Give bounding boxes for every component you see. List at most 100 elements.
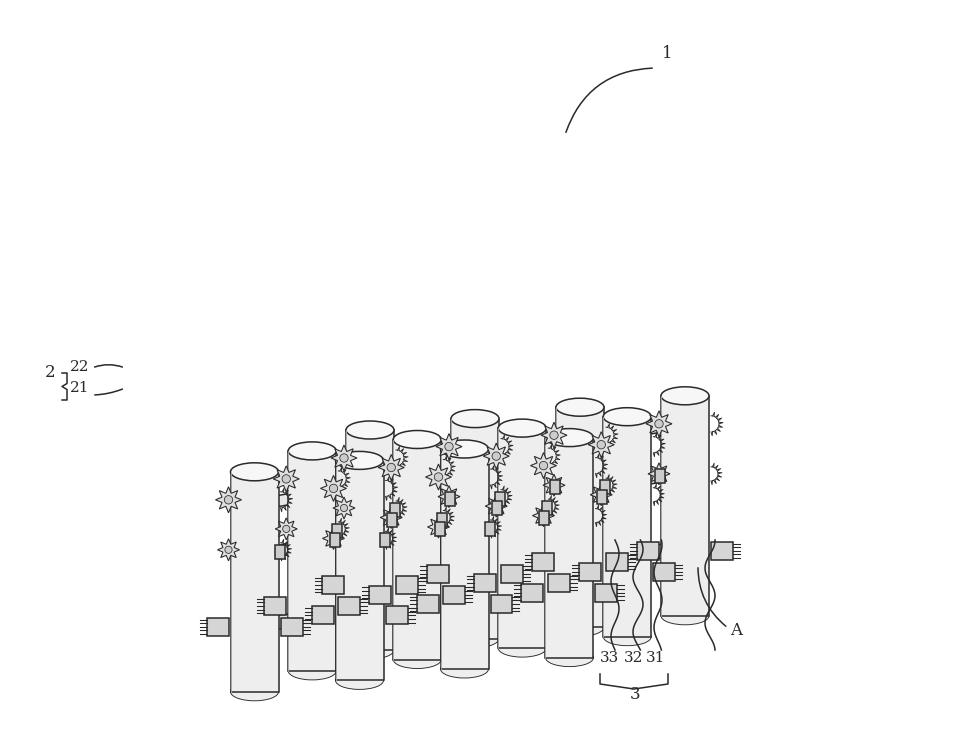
Ellipse shape [225,546,233,554]
Polygon shape [637,542,659,559]
Ellipse shape [237,676,271,688]
Ellipse shape [492,452,500,460]
Polygon shape [661,396,709,616]
Polygon shape [590,484,612,506]
Polygon shape [548,574,570,592]
Polygon shape [275,518,297,540]
Polygon shape [543,475,565,496]
Polygon shape [380,507,402,528]
Ellipse shape [540,512,547,519]
Ellipse shape [296,655,329,668]
Ellipse shape [288,662,336,680]
Polygon shape [340,597,446,622]
Polygon shape [485,495,507,517]
Ellipse shape [546,428,593,446]
Polygon shape [561,544,666,569]
Polygon shape [272,535,341,557]
Ellipse shape [556,398,604,416]
Polygon shape [503,565,609,590]
Polygon shape [398,576,503,601]
Ellipse shape [393,431,441,448]
Ellipse shape [288,442,336,460]
Text: 31: 31 [646,651,666,665]
Ellipse shape [387,463,395,472]
Ellipse shape [546,649,593,667]
Polygon shape [323,527,345,549]
Ellipse shape [597,440,606,449]
Ellipse shape [498,419,547,437]
Polygon shape [425,464,452,490]
Ellipse shape [388,514,394,521]
Ellipse shape [346,421,394,439]
Polygon shape [655,469,665,483]
Ellipse shape [224,495,233,504]
Ellipse shape [335,671,384,689]
Text: 32: 32 [624,651,643,665]
Polygon shape [330,464,399,486]
Polygon shape [393,440,441,659]
Polygon shape [483,512,551,534]
Polygon shape [441,449,488,669]
Ellipse shape [329,484,338,492]
Polygon shape [550,481,560,494]
Ellipse shape [448,653,482,665]
Ellipse shape [552,641,586,654]
Text: 2: 2 [45,364,55,381]
Polygon shape [272,485,341,507]
Polygon shape [604,416,651,637]
Polygon shape [435,453,504,475]
Ellipse shape [393,650,441,668]
Polygon shape [492,501,502,515]
Ellipse shape [445,443,453,451]
Text: 1: 1 [662,45,672,62]
Polygon shape [436,434,462,460]
Polygon shape [274,545,285,559]
Polygon shape [335,460,384,680]
Ellipse shape [661,387,709,405]
Polygon shape [493,432,562,454]
Polygon shape [474,574,496,592]
Polygon shape [380,533,390,548]
Ellipse shape [283,525,290,533]
Polygon shape [396,576,418,594]
Ellipse shape [604,628,651,646]
Ellipse shape [556,618,604,636]
Ellipse shape [655,470,663,478]
Polygon shape [597,489,608,504]
Polygon shape [588,431,614,457]
Polygon shape [311,606,333,624]
Polygon shape [498,428,547,648]
Ellipse shape [549,431,558,440]
Ellipse shape [563,611,597,624]
Ellipse shape [231,463,278,481]
Polygon shape [445,492,455,506]
Polygon shape [606,554,628,571]
Ellipse shape [492,502,500,510]
Polygon shape [541,441,610,463]
Polygon shape [273,466,299,492]
Ellipse shape [540,461,547,470]
Polygon shape [546,437,593,658]
Polygon shape [646,410,672,437]
Polygon shape [217,539,239,561]
Ellipse shape [550,481,557,489]
Polygon shape [579,562,601,580]
Polygon shape [388,443,457,466]
Polygon shape [446,586,550,611]
Ellipse shape [340,454,348,462]
Ellipse shape [604,408,651,425]
Polygon shape [648,463,670,485]
Ellipse shape [598,491,605,498]
Ellipse shape [610,621,644,633]
Polygon shape [417,595,439,613]
Text: A: A [730,622,742,639]
Polygon shape [321,475,347,501]
Polygon shape [490,595,513,613]
Polygon shape [501,565,523,583]
Polygon shape [711,542,733,559]
Polygon shape [493,482,562,504]
Polygon shape [598,420,667,443]
Polygon shape [653,562,675,580]
Polygon shape [231,472,278,692]
Ellipse shape [441,660,488,678]
